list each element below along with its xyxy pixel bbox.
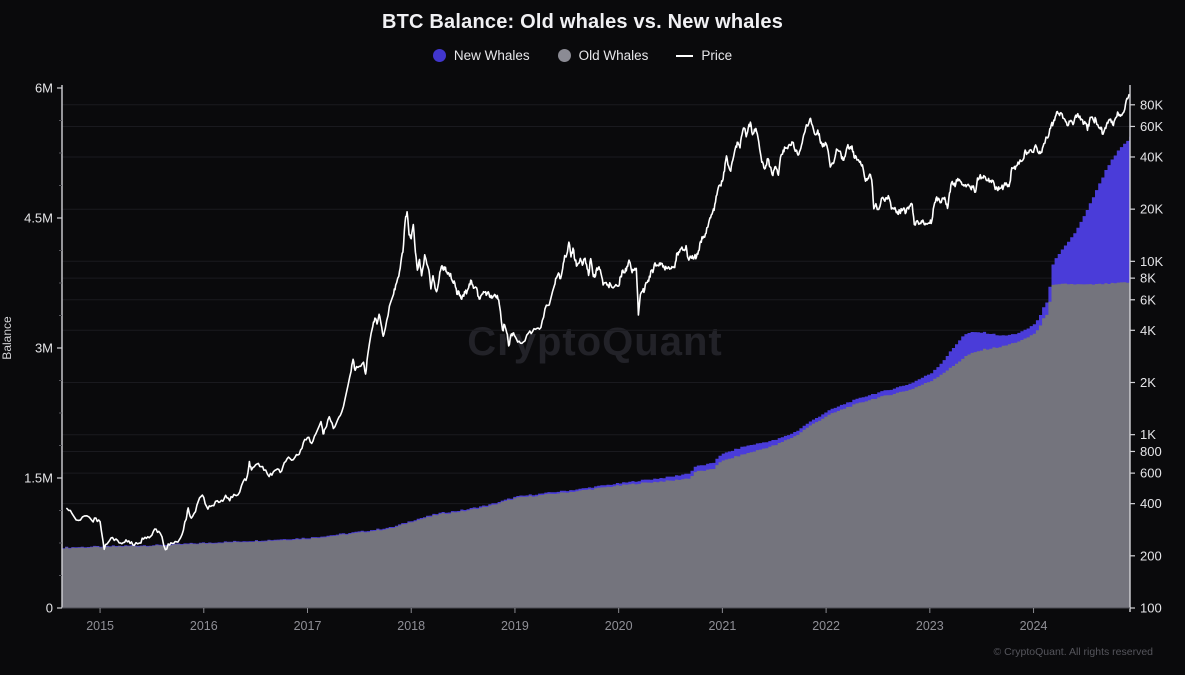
svg-text:60K: 60K <box>1140 119 1163 134</box>
svg-text:4.5M: 4.5M <box>24 211 53 226</box>
new-whales-dot-icon <box>432 49 446 62</box>
svg-text:2023: 2023 <box>916 619 944 633</box>
old-whales-area <box>62 281 1130 608</box>
svg-text:8K: 8K <box>1140 271 1156 286</box>
legend-item-price[interactable]: Price <box>676 48 732 63</box>
svg-text:800: 800 <box>1140 444 1162 459</box>
svg-text:2022: 2022 <box>812 619 840 633</box>
svg-text:600: 600 <box>1140 466 1162 481</box>
legend-label-new-whales: New Whales <box>453 48 530 63</box>
axis-tick-labels: 0 1.5M 3M 4.5M 6M 100 200 400 600 800 1K 2K 4K 6K 8K 10… <box>24 81 1163 634</box>
svg-text:20K: 20K <box>1140 202 1163 217</box>
axes <box>57 85 1135 613</box>
svg-text:4K: 4K <box>1140 323 1156 338</box>
copyright-notice: © CryptoQuant. All rights reserved <box>993 646 1153 658</box>
old-whales-dot-icon <box>557 49 571 62</box>
svg-text:1.5M: 1.5M <box>24 471 53 486</box>
svg-text:2021: 2021 <box>708 619 736 633</box>
svg-text:2017: 2017 <box>294 619 322 633</box>
svg-text:10K: 10K <box>1140 254 1163 269</box>
svg-text:2020: 2020 <box>605 619 633 633</box>
svg-text:2018: 2018 <box>397 619 425 633</box>
svg-text:40K: 40K <box>1140 150 1163 165</box>
svg-text:200: 200 <box>1140 548 1162 563</box>
legend: New Whales Old Whales Price <box>0 48 1165 63</box>
legend-item-new-whales[interactable]: New Whales <box>432 48 530 63</box>
legend-label-old-whales: Old Whales <box>578 48 649 63</box>
price-line-icon <box>676 54 694 57</box>
legend-label-price: Price <box>701 48 733 63</box>
svg-text:3M: 3M <box>35 341 53 356</box>
chart-title: BTC Balance: Old whales vs. New whales <box>381 11 784 33</box>
legend-item-old-whales[interactable]: Old Whales <box>557 48 649 63</box>
svg-text:2015: 2015 <box>86 619 114 633</box>
svg-text:400: 400 <box>1140 496 1162 511</box>
svg-text:2K: 2K <box>1140 375 1156 390</box>
price-line <box>66 93 1130 551</box>
svg-text:2019: 2019 <box>501 619 529 633</box>
svg-text:6M: 6M <box>35 81 53 96</box>
svg-text:6K: 6K <box>1140 292 1156 307</box>
svg-text:1K: 1K <box>1140 427 1156 442</box>
svg-text:80K: 80K <box>1140 97 1163 112</box>
svg-text:2016: 2016 <box>190 619 218 633</box>
svg-text:0: 0 <box>46 601 53 616</box>
svg-text:2024: 2024 <box>1020 619 1048 633</box>
svg-text:100: 100 <box>1140 601 1162 616</box>
